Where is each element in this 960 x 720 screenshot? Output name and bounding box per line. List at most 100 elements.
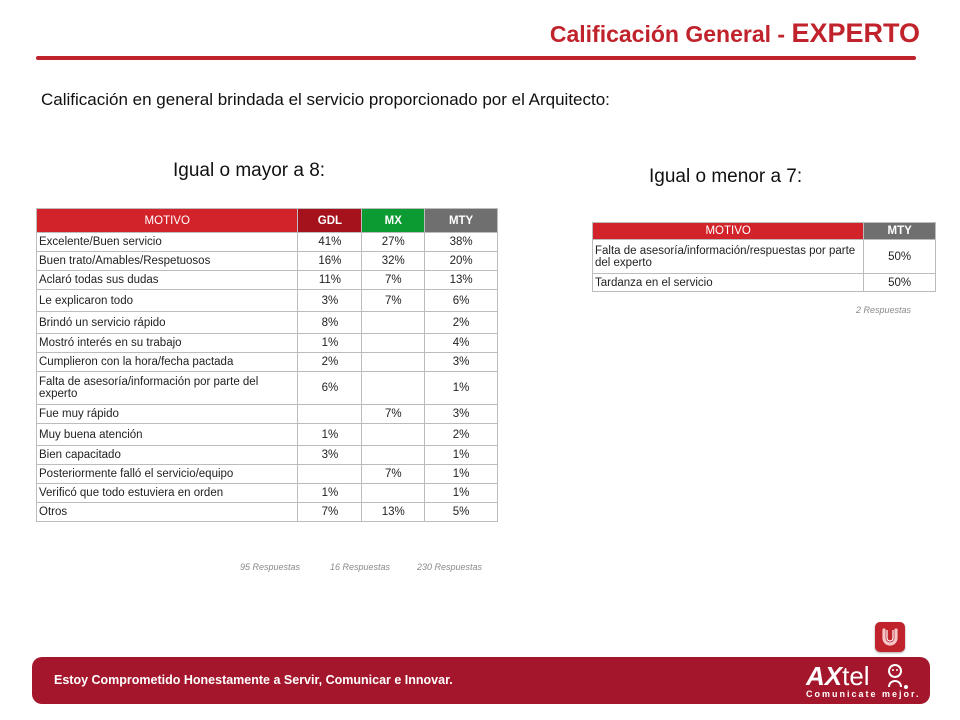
right-table-body: Falta de asesoría/información/respuestas… — [591, 239, 936, 292]
gdl-cell: 1% — [297, 423, 363, 446]
mty-cell: 38% — [424, 232, 498, 252]
mty-cell: 1% — [424, 464, 498, 484]
motivo-cell: Cumplieron con la hora/fecha pactada — [35, 352, 299, 372]
mty-cell: 13% — [424, 270, 498, 290]
gdl-cell: 3% — [297, 289, 363, 312]
mty-cell: 2% — [424, 423, 498, 446]
table-row: Mostró interés en su trabajo 1% 4% — [35, 333, 498, 353]
gdl-cell: 6% — [297, 371, 363, 405]
motivo-cell: Mostró interés en su trabajo — [35, 333, 299, 353]
mx-cell — [361, 333, 426, 353]
gdl-cell: 11% — [297, 270, 363, 290]
mty-cell: 1% — [424, 483, 498, 503]
column-header-mty: MTY — [424, 208, 498, 233]
gdl-cell: 2% — [297, 352, 363, 372]
motivo-cell: Tardanza en el servicio — [591, 273, 865, 292]
mx-cell: 27% — [361, 232, 426, 252]
column-header-motivo: MOTIVO — [591, 222, 865, 240]
mx-cell: 32% — [361, 251, 426, 271]
gdl-cell — [297, 404, 363, 424]
title-prefix: Calificación General - — [549, 21, 792, 47]
table-row: Verificó que todo estuviera en orden 1% 1% — [35, 483, 498, 503]
mty-cell: 4% — [424, 333, 498, 353]
column-header-gdl: GDL — [297, 208, 363, 233]
motivo-cell: Muy buena atención — [35, 423, 299, 446]
mty-cell: 1% — [424, 445, 498, 465]
table-row: Muy buena atención 1% 2% — [35, 423, 498, 446]
table-row: Aclaró todas sus dudas 11% 7% 13% — [35, 270, 498, 290]
mx-cell — [361, 423, 426, 446]
gdl-cell: 8% — [297, 311, 363, 334]
table-row: Falta de asesoría/información/respuestas… — [591, 239, 936, 274]
gdl-cell: 3% — [297, 445, 363, 465]
mx-cell — [361, 483, 426, 503]
title-emphasis: EXPERTO — [791, 18, 920, 48]
motivo-cell: Buen trato/Amables/Respetuosos — [35, 251, 299, 271]
title-underline — [36, 56, 916, 60]
table-header-row: MOTIVO GDL MX MTY — [35, 208, 498, 233]
gdl-cell: 1% — [297, 333, 363, 353]
logo-ax: AX — [806, 661, 843, 691]
mty-cell: 6% — [424, 289, 498, 312]
table-row: Buen trato/Amables/Respetuosos 16% 32% 20% — [35, 251, 498, 271]
mx-cell: 7% — [361, 270, 426, 290]
mty-cell: 5% — [424, 502, 498, 522]
table-row: Excelente/Buen servicio 41% 27% 38% — [35, 232, 498, 252]
table-row: Falta de asesoría/información por parte … — [35, 371, 498, 405]
mty-cell: 50% — [863, 239, 936, 274]
motivo-cell: Le explicaron todo — [35, 289, 299, 312]
gdl-cell: 1% — [297, 483, 363, 503]
mty-cell: 3% — [424, 404, 498, 424]
mx-cell — [361, 445, 426, 465]
responses-gdl: 95 Respuestas — [240, 562, 301, 572]
column-header-mty: MTY — [863, 222, 936, 240]
motivo-cell: Aclaró todas sus dudas — [35, 270, 299, 290]
table-row: Fue muy rápido 7% 3% — [35, 404, 498, 424]
responses-right: 2 Respuestas — [856, 305, 912, 315]
left-panel-heading: Igual o mayor a 8: — [173, 160, 326, 181]
motivo-cell: Verificó que todo estuviera en orden — [35, 483, 299, 503]
mx-cell: 13% — [361, 502, 426, 522]
table-row: Tardanza en el servicio 50% — [591, 273, 936, 292]
gdl-cell: 16% — [297, 251, 363, 271]
mx-cell — [361, 352, 426, 372]
left-table-body: Excelente/Buen servicio 41% 27% 38% Buen tra… — [35, 232, 498, 522]
motivo-cell: Brindó un servicio rápido — [35, 311, 299, 334]
mty-cell: 2% — [424, 311, 498, 334]
column-header-motivo: MOTIVO — [35, 208, 299, 233]
left-reasons-table: MOTIVO GDL MX MTY Excelente/Buen servici… — [35, 208, 498, 522]
table-row: Le explicaron todo 3% 7% 6% — [35, 289, 498, 312]
right-panel-heading: Igual o menor a 7: — [649, 166, 803, 187]
motivo-cell: Otros — [35, 502, 299, 522]
logo-tel: tel — [842, 661, 870, 691]
mty-cell: 3% — [424, 352, 498, 372]
footer-bar: Estoy Comprometido Honestamente a Servir… — [32, 657, 930, 704]
table-row: Posteriormente falló el servicio/equipo 7… — [35, 464, 498, 484]
table-header-row: MOTIVO MTY — [591, 222, 936, 240]
right-reasons-table: MOTIVO MTY Falta de asesoría/información… — [591, 222, 936, 292]
motivo-cell: Bien capacitado — [35, 445, 299, 465]
table-row: Otros 7% 13% 5% — [35, 502, 498, 522]
gdl-cell: 7% — [297, 502, 363, 522]
footer-slogan: Estoy Comprometido Honestamente a Servir… — [54, 673, 453, 687]
table-row: Cumplieron con la hora/fecha pactada 2% 3% — [35, 352, 498, 372]
responses-mty: 230 Respuestas — [417, 562, 483, 572]
motivo-cell: Falta de asesoría/información por parte … — [35, 371, 299, 405]
mx-cell: 7% — [361, 289, 426, 312]
table-row: Brindó un servicio rápido 8% 2% — [35, 311, 498, 334]
motivo-cell: Falta de asesoría/información/respuestas… — [591, 239, 865, 274]
logo-wordmark: AXtel — [806, 661, 870, 692]
axtel-logo: AXtel Comunicate mejor. — [802, 661, 922, 701]
u-badge-icon[interactable] — [875, 622, 905, 652]
responses-mx: 16 Respuestas — [330, 562, 391, 572]
motivo-cell: Posteriormente falló el servicio/equipo — [35, 464, 299, 484]
mty-cell: 1% — [424, 371, 498, 405]
logo-tagline: Comunicate mejor. — [806, 689, 921, 699]
mx-cell: 7% — [361, 404, 426, 424]
slide-subtitle: Calificación en general brindada el serv… — [41, 90, 610, 109]
mty-cell: 50% — [863, 273, 936, 292]
mx-cell — [361, 311, 426, 334]
table-row: Bien capacitado 3% 1% — [35, 445, 498, 465]
gdl-cell: 41% — [297, 232, 363, 252]
page-title: Calificación General - EXPERTO — [550, 18, 920, 49]
